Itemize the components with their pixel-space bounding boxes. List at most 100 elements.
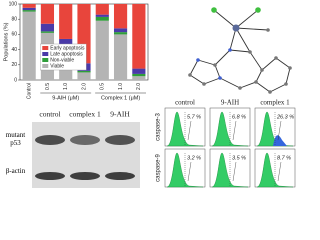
blot-band [70,135,100,145]
bar-segment [95,16,109,21]
bond [249,51,263,71]
y-tick-label: 80 [11,17,17,23]
flow-arrow [277,161,282,182]
y-tick-label: 60 [11,32,17,38]
bond [235,27,269,31]
flow-column-label: control [175,99,195,107]
flow-percent: 8.7 % [277,155,291,161]
flow-column-label: 9-AIH [221,99,239,107]
y-tick-label: 0 [14,77,17,83]
bond [261,57,277,71]
blot-column-label: control [39,110,60,119]
flow-histogram [211,111,249,147]
flow-histogram [166,152,204,188]
bond [214,64,221,79]
flow-arrow [277,120,282,141]
bond [197,59,216,66]
legend-label: Late apoptosis [50,51,83,57]
bar-segment [77,72,91,80]
bond [285,67,291,85]
y-axis-label: Populations (%) [3,22,9,61]
atom [211,7,217,13]
atom [254,80,258,84]
atom [213,63,217,67]
x-tick-label: 1.0 [63,83,69,90]
legend-label: Early apoptosis [50,45,85,51]
bar-segment [113,32,128,35]
atom [284,82,288,86]
group-label: Complex 1 (μM) [101,95,140,101]
legend-swatch [42,52,49,56]
bar-segment [132,73,146,77]
x-tick-label: 0.5 [45,83,51,90]
bond [229,27,237,51]
x-tick-label: 1.0 [118,83,124,90]
flow-arrow [232,161,237,182]
blot-column-label: complex 1 [69,110,101,119]
y-tick-label: 40 [11,47,17,53]
bar-segment [77,70,91,73]
legend-label: Non-viable [50,57,74,63]
flow-shift [273,135,287,146]
bond [269,83,287,93]
atom [188,73,192,77]
bond [214,49,231,66]
bond [235,9,259,29]
bar-segment [22,10,36,12]
legend-label: Viable [50,63,64,69]
flow-column-label: complex 1 [260,99,290,107]
flow-arrow [187,161,192,182]
bond [189,74,205,85]
bar-segment [113,4,128,29]
bond [255,81,271,93]
atom [196,58,200,62]
bar-segment [59,38,73,49]
bar-segment [40,4,55,24]
blot-band [70,172,100,180]
flow-percent: 3.2 % [187,155,201,161]
bar-segment [132,76,146,80]
y-tick-label: 100 [9,1,18,7]
x-tick-label: 2.0 [81,83,87,90]
bar-segment [40,31,55,33]
flow-histogram [211,152,249,188]
bar-segment [59,4,73,39]
flow-percent: 6.8 % [232,114,246,120]
blot-band [35,135,65,145]
atom [266,28,270,32]
bar-segment [132,4,146,69]
bond [275,57,291,69]
bar-segment [22,4,36,8]
figure: 0 20 40 60 80 100 Populations (%) Control 0.5 1.0… [3,1,296,188]
blot-row-label: mutant p53 [5,131,26,147]
flow-row-label: caspase-3 [156,112,162,140]
bond [203,77,221,85]
blot-band [35,172,65,180]
legend-swatch [42,46,49,50]
atom [238,86,242,90]
x-tick-label: 2.0 [136,83,142,90]
atom [255,7,261,13]
blot-band [105,135,135,145]
y-tick-label: 20 [11,62,17,68]
atom [202,82,206,86]
legend-swatch [42,58,49,62]
legend-swatch [42,64,49,68]
atom [232,24,240,32]
atom [260,68,264,72]
bond [189,59,199,76]
bond [255,69,263,83]
bar-segment [22,7,36,11]
atom [228,48,232,52]
flow-row-label: caspase-9 [156,153,162,181]
bar-segment [22,11,36,81]
blot-band [105,172,135,180]
page: body { margin: 0; width: 300px; height: … [3,1,296,188]
body: {"chart_data": {"type": "stacked-bar", "… [3,1,296,188]
blot-row-label-box: mutant p53 [5,131,26,147]
bar-segment [95,20,109,80]
flow-percent: 26.3 % [276,114,294,120]
bond [239,81,257,89]
bar-segment [113,34,128,80]
flow-arrow [232,120,237,141]
